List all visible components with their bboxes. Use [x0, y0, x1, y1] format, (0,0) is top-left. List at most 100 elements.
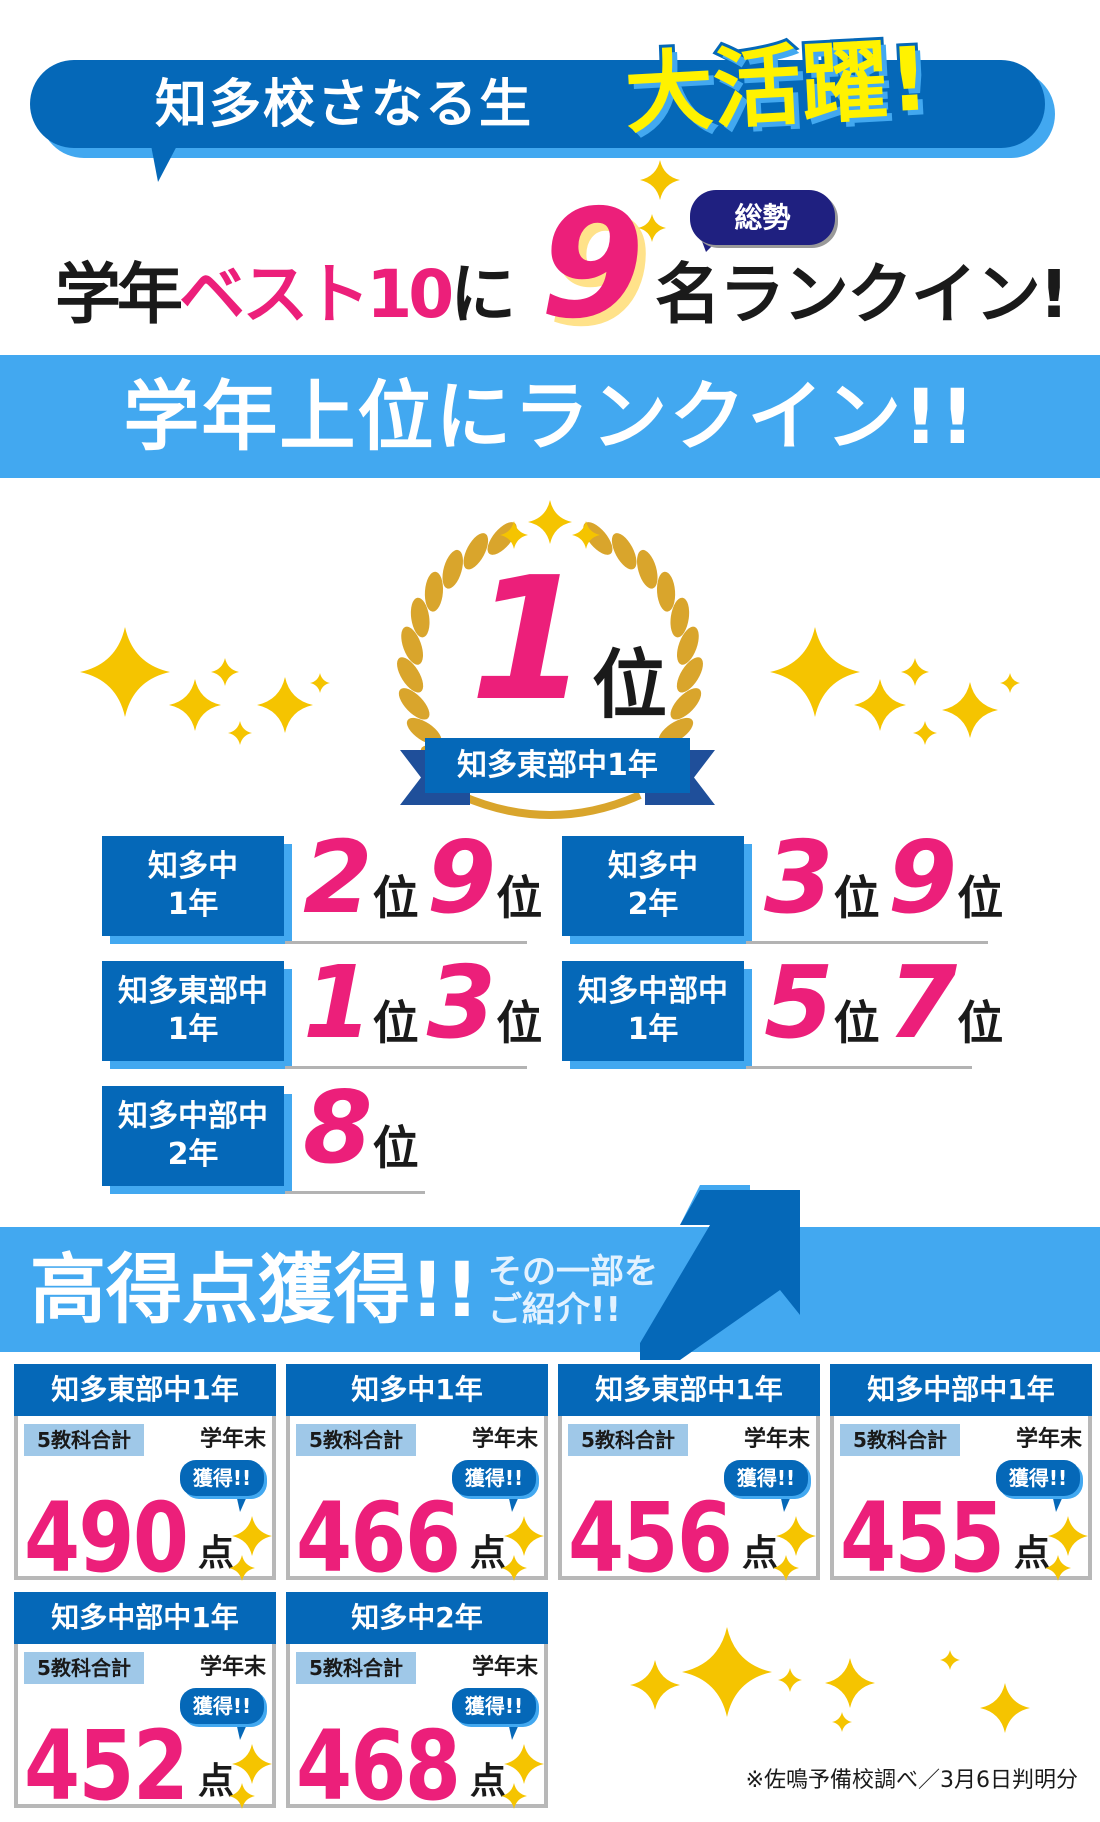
card-score: 490	[24, 1482, 189, 1594]
rank-number: 3	[764, 819, 834, 936]
rank-unit: 位	[372, 1121, 419, 1175]
rank-underline	[285, 1191, 425, 1194]
score-card: 知多中部中1年 5教科合計 学年末 獲得!! 455 点	[830, 1364, 1092, 1594]
sparkle-icon	[232, 1516, 272, 1556]
sparkle-icon	[504, 1744, 544, 1784]
score-card: 知多東部中1年 5教科合計 学年末 獲得!! 456 点	[558, 1364, 820, 1594]
rank-underline	[285, 941, 527, 944]
sparkle-icon	[229, 1555, 255, 1581]
card-unit: 点	[742, 1533, 779, 1574]
headline-banner	[30, 60, 1045, 148]
card-score: 468	[296, 1710, 461, 1822]
sparkle-icon	[528, 500, 572, 544]
rank-number: 8	[303, 1069, 373, 1186]
banner-highlight: 大活躍!	[619, 24, 934, 149]
sparkle-icon	[901, 658, 929, 686]
rank-grade: 2年	[167, 1137, 219, 1172]
card-term: 学年末	[1015, 1427, 1082, 1452]
card-achieved-bubble: 獲得!!	[180, 1460, 264, 1496]
card-achieved-bubble: 獲得!!	[996, 1460, 1080, 1496]
best10-headline: 学年ベスト10に	[55, 250, 516, 340]
card-score: 456	[568, 1482, 733, 1594]
sparkle-icon	[776, 1516, 816, 1556]
sparkle-icon	[630, 1660, 680, 1710]
rank-underline	[746, 1066, 972, 1069]
rank-unit: 位	[833, 996, 880, 1050]
sparkle-icon	[310, 673, 330, 693]
card-unit: 点	[198, 1533, 235, 1574]
rank-school-label: 知多東部中 1年	[102, 961, 284, 1061]
card-unit: 点	[198, 1761, 235, 1802]
subtitle-line-1: その一部を	[488, 1252, 658, 1292]
rank-unit: 位	[957, 996, 1004, 1050]
rank-school: 知多中	[148, 849, 238, 884]
rank-school: 知多東部中	[118, 974, 268, 1009]
card-term: 学年末	[743, 1427, 810, 1452]
card-subject-tag: 5教科合計	[296, 1424, 416, 1456]
rank-school: 知多中	[608, 849, 698, 884]
card-school: 知多東部中1年	[558, 1364, 820, 1416]
card-unit: 点	[470, 1761, 507, 1802]
sparkle-icon	[504, 1516, 544, 1556]
card-score: 452	[24, 1710, 189, 1822]
card-unit: 点	[1014, 1533, 1051, 1574]
sparkle-icon	[501, 1555, 527, 1581]
rank-school-label: 知多中 2年	[562, 836, 744, 936]
bubble-tail	[508, 1722, 520, 1740]
card-school: 知多中部中1年	[830, 1364, 1092, 1416]
rank-unit: 位	[957, 871, 1004, 925]
card-term: 学年末	[471, 1655, 538, 1680]
rank-number: 5	[764, 944, 834, 1061]
scores-band	[0, 1227, 1100, 1352]
card-subject-tag: 5教科合計	[24, 1424, 144, 1456]
sparkle-icon	[1000, 673, 1020, 693]
sparkle-icon	[1045, 1555, 1071, 1581]
card-achieved-bubble: 獲得!!	[724, 1460, 808, 1496]
sparkle-icon	[501, 1783, 527, 1809]
sparkle-icon	[232, 1744, 272, 1784]
sparkle-icon	[832, 1712, 852, 1732]
score-card: 知多中2年 5教科合計 学年末 獲得!! 468 点	[286, 1592, 548, 1822]
ranking-band-title: 学年上位にランクイン!!	[0, 355, 1100, 478]
sparkle-icon	[640, 160, 680, 200]
card-term: 学年末	[471, 1427, 538, 1452]
rank-number: 9	[426, 819, 497, 936]
rank-school-label: 知多中部中 2年	[102, 1086, 284, 1186]
card-subject-tag: 5教科合計	[568, 1424, 688, 1456]
rank-unit: 位	[833, 871, 880, 925]
sparkle-icon	[572, 521, 600, 549]
card-term: 学年末	[199, 1427, 266, 1452]
sparkle-icon	[778, 1668, 802, 1692]
line-pink: ベスト10	[179, 256, 454, 333]
banner-text: 知多校さなる生	[155, 75, 534, 135]
rank-unit: 位	[496, 871, 543, 925]
rank-school-label: 知多中部中 1年	[562, 961, 744, 1061]
rank-number: 7	[887, 944, 958, 1061]
rank-underline	[285, 1066, 527, 1069]
rank-school-label: 知多中 1年	[102, 836, 284, 936]
sparkle-icon	[940, 1650, 960, 1670]
subtitle-line-2: ご紹介!!	[488, 1290, 622, 1330]
card-school: 知多中1年	[286, 1364, 548, 1416]
rank-unit: 位	[496, 996, 543, 1050]
card-achieved-bubble: 獲得!!	[180, 1688, 264, 1724]
sparkle-icon	[229, 1783, 255, 1809]
top-rank-number: 1	[470, 541, 589, 739]
sparkle-icon	[169, 679, 221, 731]
score-card: 知多東部中1年 5教科合計 学年末 獲得!! 490 点	[14, 1364, 276, 1594]
rank-school: 知多中部中	[578, 974, 728, 1009]
rank-unit: 位	[372, 996, 419, 1050]
bubble-tail	[1052, 1494, 1064, 1512]
card-achieved-bubble: 獲得!!	[452, 1460, 536, 1496]
rank-school: 知多中部中	[118, 1099, 268, 1134]
up-arrow-icon	[640, 1185, 800, 1360]
card-score: 455	[840, 1482, 1005, 1594]
sparkle-icon	[80, 627, 170, 717]
sparkle-icon	[682, 1627, 772, 1717]
card-subject-tag: 5教科合計	[296, 1652, 416, 1684]
line-suffix: 名ランクイン!	[655, 256, 1069, 333]
card-school: 知多東部中1年	[14, 1364, 276, 1416]
